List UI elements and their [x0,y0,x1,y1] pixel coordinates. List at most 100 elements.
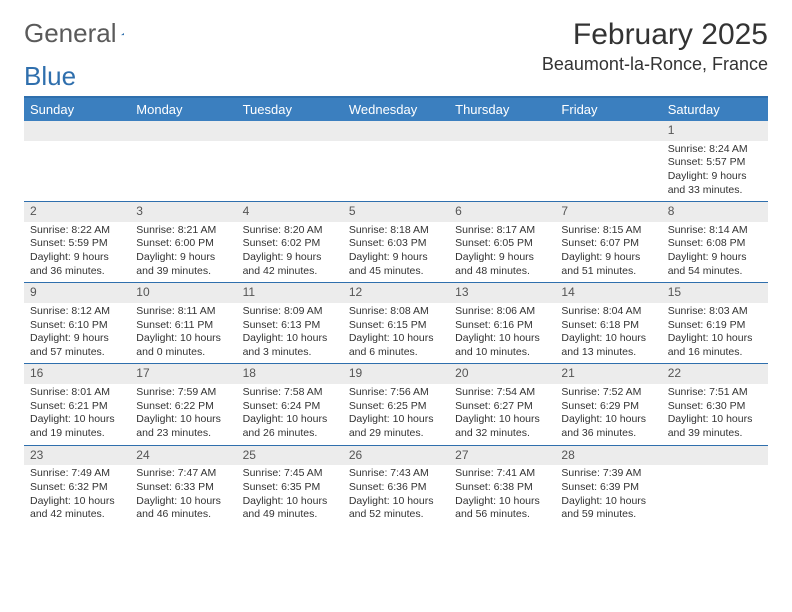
day-body: Sunrise: 8:06 AMSunset: 6:16 PMDaylight:… [449,303,555,364]
day-body: Sunrise: 7:47 AMSunset: 6:33 PMDaylight:… [130,465,236,526]
daylight-text: Daylight: 10 hours and 10 minutes. [455,332,549,359]
daylight-text: Daylight: 10 hours and 36 minutes. [561,413,655,440]
sunset-text: Sunset: 6:27 PM [455,400,549,414]
week-row: 9Sunrise: 8:12 AMSunset: 6:10 PMDaylight… [24,282,768,363]
day-cell: 4Sunrise: 8:20 AMSunset: 6:02 PMDaylight… [237,202,343,282]
day-cell: 20Sunrise: 7:54 AMSunset: 6:27 PMDayligh… [449,364,555,444]
day-number: 15 [662,283,768,303]
week-row: 16Sunrise: 8:01 AMSunset: 6:21 PMDayligh… [24,363,768,444]
sunrise-text: Sunrise: 7:49 AM [30,467,124,481]
day-cell [449,121,555,201]
sunset-text: Sunset: 5:57 PM [668,156,762,170]
sunrise-text: Sunrise: 8:01 AM [30,386,124,400]
daylight-text: Daylight: 10 hours and 0 minutes. [136,332,230,359]
day-body: Sunrise: 7:59 AMSunset: 6:22 PMDaylight:… [130,384,236,445]
weeks-container: 1Sunrise: 8:24 AMSunset: 5:57 PMDaylight… [24,121,768,526]
sunset-text: Sunset: 6:38 PM [455,481,549,495]
sunrise-text: Sunrise: 8:04 AM [561,305,655,319]
day-cell: 21Sunrise: 7:52 AMSunset: 6:29 PMDayligh… [555,364,661,444]
day-number: 1 [662,121,768,141]
day-number: 6 [449,202,555,222]
day-body: Sunrise: 8:24 AMSunset: 5:57 PMDaylight:… [662,141,768,202]
day-number: 24 [130,446,236,466]
day-cell [237,121,343,201]
day-body: Sunrise: 8:18 AMSunset: 6:03 PMDaylight:… [343,222,449,283]
day-body: Sunrise: 7:56 AMSunset: 6:25 PMDaylight:… [343,384,449,445]
day-body: Sunrise: 7:43 AMSunset: 6:36 PMDaylight:… [343,465,449,526]
sunrise-text: Sunrise: 7:59 AM [136,386,230,400]
day-number: 14 [555,283,661,303]
day-cell: 19Sunrise: 7:56 AMSunset: 6:25 PMDayligh… [343,364,449,444]
daylight-text: Daylight: 9 hours and 39 minutes. [136,251,230,278]
day-body: Sunrise: 8:15 AMSunset: 6:07 PMDaylight:… [555,222,661,283]
day-cell: 18Sunrise: 7:58 AMSunset: 6:24 PMDayligh… [237,364,343,444]
day-body: Sunrise: 8:01 AMSunset: 6:21 PMDaylight:… [24,384,130,445]
daylight-text: Daylight: 10 hours and 49 minutes. [243,495,337,522]
daylight-text: Daylight: 10 hours and 29 minutes. [349,413,443,440]
day-number: 13 [449,283,555,303]
day-body [343,141,449,147]
day-cell: 10Sunrise: 8:11 AMSunset: 6:11 PMDayligh… [130,283,236,363]
day-header-mon: Monday [130,98,236,121]
logo-triangle-icon [121,25,124,43]
sunrise-text: Sunrise: 7:39 AM [561,467,655,481]
sunset-text: Sunset: 6:33 PM [136,481,230,495]
daylight-text: Daylight: 10 hours and 6 minutes. [349,332,443,359]
day-body [662,465,768,471]
sunrise-text: Sunrise: 8:22 AM [30,224,124,238]
day-number: 17 [130,364,236,384]
day-body: Sunrise: 7:52 AMSunset: 6:29 PMDaylight:… [555,384,661,445]
day-cell: 26Sunrise: 7:43 AMSunset: 6:36 PMDayligh… [343,446,449,526]
day-body: Sunrise: 8:09 AMSunset: 6:13 PMDaylight:… [237,303,343,364]
day-body: Sunrise: 8:04 AMSunset: 6:18 PMDaylight:… [555,303,661,364]
day-number: 23 [24,446,130,466]
day-cell: 22Sunrise: 7:51 AMSunset: 6:30 PMDayligh… [662,364,768,444]
day-cell: 6Sunrise: 8:17 AMSunset: 6:05 PMDaylight… [449,202,555,282]
day-header-thu: Thursday [449,98,555,121]
daylight-text: Daylight: 10 hours and 39 minutes. [668,413,762,440]
day-number [662,446,768,466]
day-body [449,141,555,147]
daylight-text: Daylight: 10 hours and 59 minutes. [561,495,655,522]
day-cell: 27Sunrise: 7:41 AMSunset: 6:38 PMDayligh… [449,446,555,526]
sunset-text: Sunset: 6:11 PM [136,319,230,333]
logo: General [24,18,143,49]
sunset-text: Sunset: 6:35 PM [243,481,337,495]
day-body: Sunrise: 7:39 AMSunset: 6:39 PMDaylight:… [555,465,661,526]
sunset-text: Sunset: 5:59 PM [30,237,124,251]
sunrise-text: Sunrise: 8:09 AM [243,305,337,319]
day-body: Sunrise: 8:22 AMSunset: 5:59 PMDaylight:… [24,222,130,283]
day-number: 7 [555,202,661,222]
day-header-tue: Tuesday [237,98,343,121]
day-cell: 5Sunrise: 8:18 AMSunset: 6:03 PMDaylight… [343,202,449,282]
day-header-sat: Saturday [662,98,768,121]
day-cell: 2Sunrise: 8:22 AMSunset: 5:59 PMDaylight… [24,202,130,282]
day-number: 26 [343,446,449,466]
day-number: 18 [237,364,343,384]
day-body: Sunrise: 8:17 AMSunset: 6:05 PMDaylight:… [449,222,555,283]
daylight-text: Daylight: 10 hours and 23 minutes. [136,413,230,440]
week-row: 1Sunrise: 8:24 AMSunset: 5:57 PMDaylight… [24,121,768,201]
day-number [555,121,661,141]
day-number: 3 [130,202,236,222]
sunrise-text: Sunrise: 7:52 AM [561,386,655,400]
sunrise-text: Sunrise: 8:24 AM [668,143,762,157]
daylight-text: Daylight: 10 hours and 13 minutes. [561,332,655,359]
day-cell: 28Sunrise: 7:39 AMSunset: 6:39 PMDayligh… [555,446,661,526]
day-body [555,141,661,147]
daylight-text: Daylight: 9 hours and 42 minutes. [243,251,337,278]
day-body [237,141,343,147]
sunrise-text: Sunrise: 8:08 AM [349,305,443,319]
sunset-text: Sunset: 6:22 PM [136,400,230,414]
day-number: 8 [662,202,768,222]
day-body: Sunrise: 8:14 AMSunset: 6:08 PMDaylight:… [662,222,768,283]
day-cell: 17Sunrise: 7:59 AMSunset: 6:22 PMDayligh… [130,364,236,444]
daylight-text: Daylight: 10 hours and 19 minutes. [30,413,124,440]
day-cell: 8Sunrise: 8:14 AMSunset: 6:08 PMDaylight… [662,202,768,282]
sunset-text: Sunset: 6:32 PM [30,481,124,495]
sunrise-text: Sunrise: 7:58 AM [243,386,337,400]
sunrise-text: Sunrise: 7:47 AM [136,467,230,481]
day-cell: 14Sunrise: 8:04 AMSunset: 6:18 PMDayligh… [555,283,661,363]
day-cell: 7Sunrise: 8:15 AMSunset: 6:07 PMDaylight… [555,202,661,282]
day-cell: 1Sunrise: 8:24 AMSunset: 5:57 PMDaylight… [662,121,768,201]
